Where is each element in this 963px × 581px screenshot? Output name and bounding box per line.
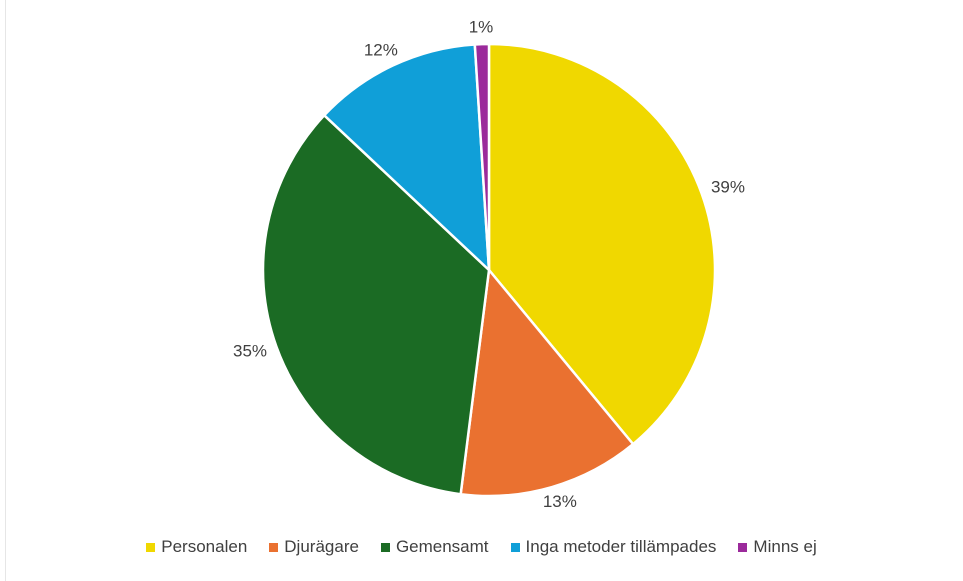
data-label: 1% [469,18,494,37]
pie-slice [261,113,491,496]
legend-item: Minns ej [738,537,817,557]
legend-label: Gemensamt [395,537,489,556]
legend-label: Minns ej [753,537,817,556]
legend-item: Djurägare [269,537,359,557]
legend-item: Inga metoder tillämpades [510,537,717,557]
legend-swatch [510,542,520,552]
pie-slice [487,42,717,446]
legend-label: Inga metoder tillämpades [525,537,717,556]
legend-swatch [269,542,279,552]
legend-item: Gemensamt [380,537,489,557]
legend-swatch [146,542,156,552]
data-label: 13% [543,492,577,511]
pie-slice [473,42,491,271]
legend-swatch [738,542,748,552]
legend-label: Djurägare [284,537,359,556]
legend-swatch [380,542,390,552]
data-label: 35% [233,341,267,360]
legend: Personalen Djurägare Gemensamt Inga metoder… [0,537,963,557]
data-label: 12% [364,41,398,60]
data-label: 39% [711,178,745,197]
legend-label: Personalen [161,537,248,556]
pie-slice [459,266,635,498]
pie-slice [322,43,491,274]
legend-item: Personalen [146,537,247,557]
